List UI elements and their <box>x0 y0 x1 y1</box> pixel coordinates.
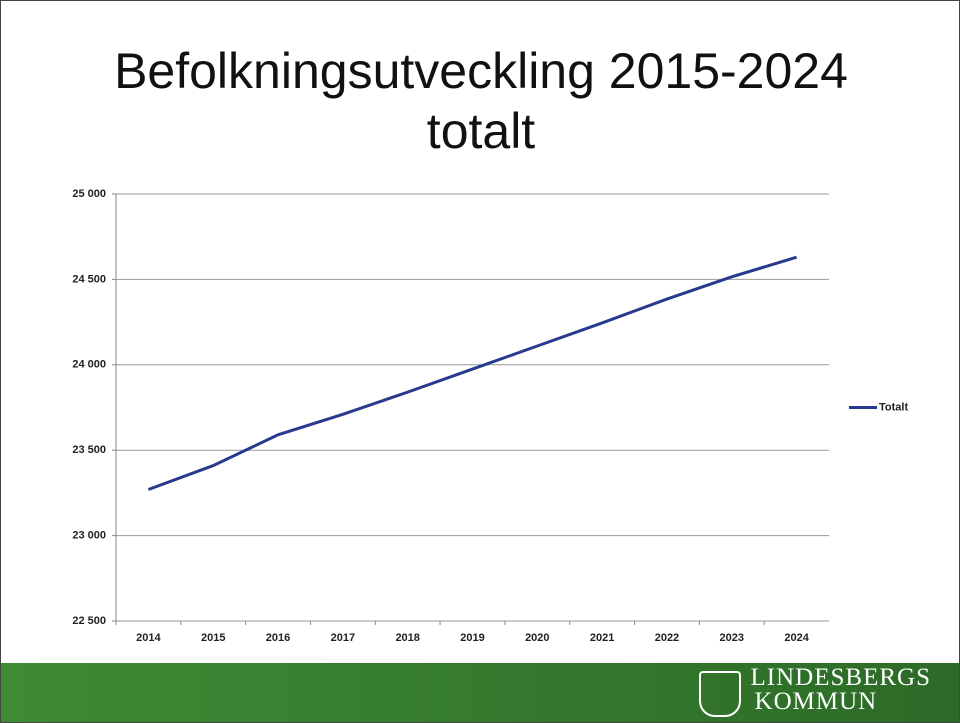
y-tick-label: 24 000 <box>72 359 106 371</box>
x-tick-label: 2023 <box>720 632 744 644</box>
y-tick-label: 23 000 <box>72 530 106 542</box>
logo-badge <box>699 671 741 717</box>
y-tick-label: 22 500 <box>72 615 106 627</box>
x-tick-label: 2020 <box>525 632 549 644</box>
x-tick-label: 2014 <box>136 632 161 644</box>
y-tick-label: 23 500 <box>72 444 106 456</box>
legend-label: Totalt <box>879 401 908 413</box>
chart-title: Befolkningsutveckling 2015-2024 totalt <box>114 43 848 159</box>
x-tick-label: 2016 <box>266 632 290 644</box>
logo-line: KOMMUN <box>754 688 878 715</box>
x-tick-label: 2015 <box>201 632 225 644</box>
y-tick-label: 25 000 <box>72 188 106 200</box>
x-tick-label: 2022 <box>655 632 679 644</box>
x-tick-label: 2021 <box>590 632 614 644</box>
x-tick-label: 2019 <box>460 632 484 644</box>
chart: 22 500 23 000 23 500 24 000 24 500 25 000 2014… <box>72 188 908 644</box>
x-tick-label: 2024 <box>784 632 809 644</box>
logo-line: LINDESBERGS <box>750 664 931 691</box>
logo: LINDESBERGS KOMMUN <box>750 664 931 715</box>
x-tick-label: 2018 <box>395 632 419 644</box>
y-tick-label: 24 500 <box>72 273 106 285</box>
series-line <box>147 255 798 491</box>
footer: LINDESBERGS KOMMUN <box>1 663 959 722</box>
x-tick-label: 2017 <box>331 632 355 644</box>
